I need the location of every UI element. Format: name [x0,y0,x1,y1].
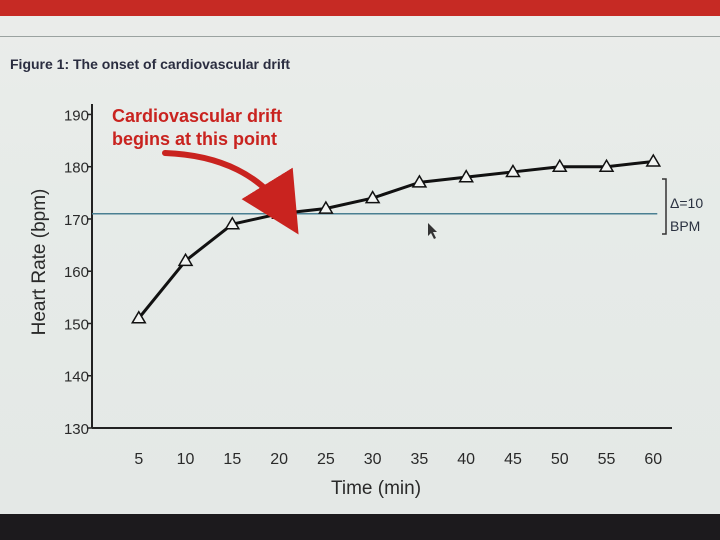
data-point-triangle [598,158,615,173]
series-line [137,159,654,320]
data-point-triangle [551,158,568,173]
data-point-triangle [224,216,241,230]
figure-title: Figure 1: The onset of cardiovascular dr… [10,56,291,72]
x-tick-label: 10 [177,451,195,468]
delta-annotation-line2: BPM [670,218,700,234]
drift-arrow [162,150,299,235]
x-tick-label: 40 [457,451,475,468]
y-tick-label: 180 [64,160,89,177]
data-point-triangle [177,252,194,267]
ticks-group: 130 140 150 160 170 180 190 5 10 15 20 25 30 35 40 45 50… [64,107,662,468]
y-tick-label: 190 [64,107,89,124]
data-point-triangle [364,190,381,204]
y-tick-label: 140 [64,369,89,386]
data-point-triangle [130,310,147,324]
top-red-band [0,0,720,18]
x-tick-label: 45 [504,451,522,468]
y-tick-label: 160 [64,264,89,281]
axes-group [91,104,672,429]
annotations-group: Cardiovascular drift begins at this poin… [112,106,703,239]
y-tick-label: 150 [64,316,89,333]
x-tick-label: 5 [134,451,143,468]
data-point-triangle [645,153,662,167]
x-tick-label: 60 [644,451,662,468]
data-point-triangle [458,169,475,183]
data-point-triangle [505,163,521,178]
x-tick-label: 25 [317,451,335,468]
x-tick-label: 15 [223,451,241,468]
delta-bracket [662,178,667,235]
x-axis-label: Time (min) [331,478,421,499]
paper-background [0,16,720,516]
x-tick-label: 35 [411,451,429,468]
bottom-dark-band [0,514,720,540]
y-tick-label: 130 [64,421,89,438]
x-tick-label: 30 [364,451,382,468]
y-axis-label: Heart Rate (bpm) [29,189,50,336]
drift-annotation-line1: Cardiovascular drift [112,106,282,126]
data-point-triangle [318,200,334,214]
cursor-icon [428,223,437,239]
x-tick-label: 55 [598,451,616,468]
drift-annotation-line2: begins at this point [112,129,277,149]
series-group [130,153,662,324]
x-tick-label: 20 [270,451,288,468]
x-tick-label: 50 [551,451,569,468]
top-divider-rule [0,36,720,37]
y-tick-label: 170 [64,212,89,229]
data-point-triangle [411,174,428,188]
delta-annotation-line1: Δ=10 [670,195,703,211]
